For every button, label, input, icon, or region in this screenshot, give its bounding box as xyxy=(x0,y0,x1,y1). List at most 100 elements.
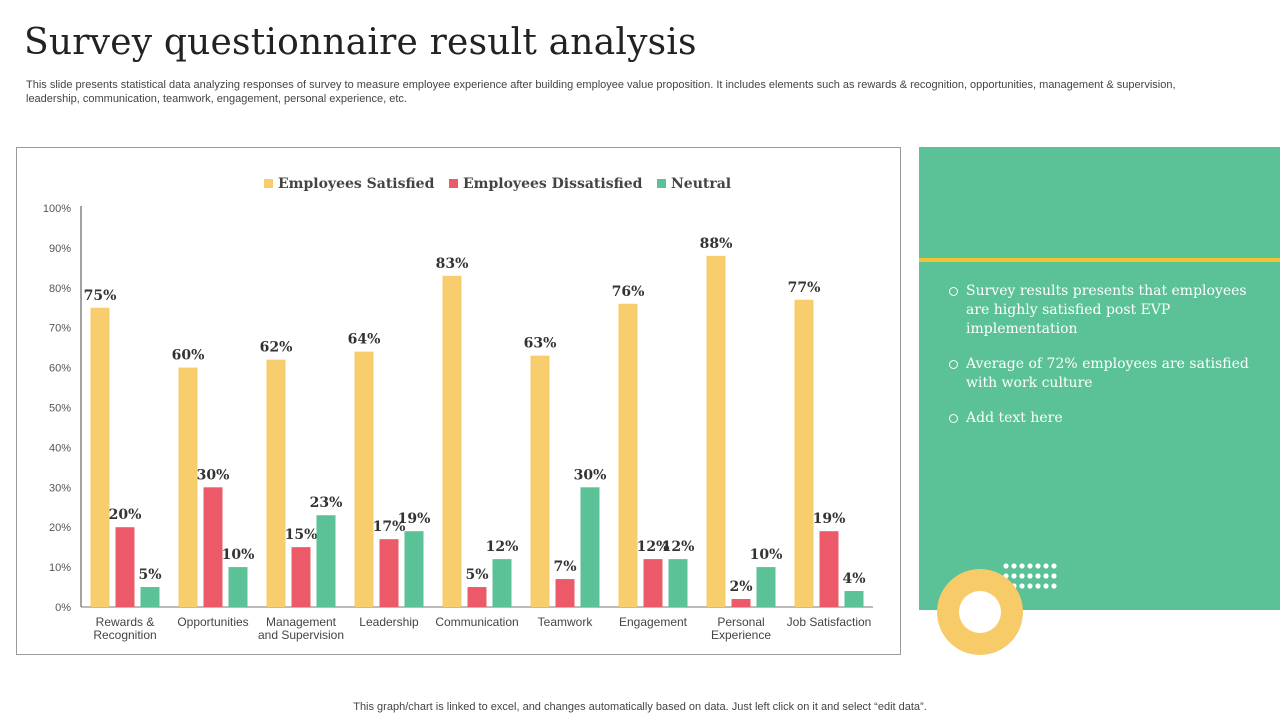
bar xyxy=(467,587,487,607)
x-tick-label: Engagement xyxy=(619,615,688,629)
bar xyxy=(316,515,336,607)
data-label: 12% xyxy=(637,539,670,555)
summary-panel: Survey results presents that employees a… xyxy=(919,147,1280,610)
bar xyxy=(819,531,839,607)
data-label: 20% xyxy=(109,507,142,523)
panel-accent-line xyxy=(919,258,1280,262)
bar xyxy=(580,487,600,607)
data-label: 63% xyxy=(524,336,557,352)
data-label: 2% xyxy=(729,579,752,595)
data-label: 17% xyxy=(373,519,406,535)
y-tick-label: 50% xyxy=(49,403,71,415)
summary-bullet-text: Average of 72% employees are satisfied w… xyxy=(966,356,1249,391)
bar xyxy=(844,591,864,607)
bullet-circle-icon xyxy=(949,360,958,369)
data-label: 23% xyxy=(310,495,343,511)
y-tick-label: 10% xyxy=(49,562,71,574)
x-tick-label: Management xyxy=(266,615,337,629)
bullet-circle-icon xyxy=(949,414,958,423)
legend-label: Neutral xyxy=(671,176,731,192)
data-label: 10% xyxy=(222,547,255,563)
y-tick-label: 90% xyxy=(49,243,71,255)
x-tick-label: Opportunities xyxy=(177,615,248,629)
data-label: 5% xyxy=(465,567,488,583)
survey-bar-chart[interactable]: Employees Satisfied Employees Dissatisfie… xyxy=(16,147,901,655)
summary-bullet: Average of 72% employees are satisfied w… xyxy=(949,355,1269,393)
data-label: 64% xyxy=(348,332,381,348)
data-label: 77% xyxy=(788,280,821,296)
legend-label: Employees Satisfied xyxy=(278,176,435,192)
bar xyxy=(530,355,550,607)
bar xyxy=(555,579,575,607)
data-label: 30% xyxy=(574,467,607,483)
bullet-circle-icon xyxy=(949,287,958,296)
x-tick-label: Teamwork xyxy=(538,615,594,629)
summary-bullet: Survey results presents that employees a… xyxy=(949,282,1269,339)
x-tick-label: Job Satisfaction xyxy=(787,615,872,629)
data-label: 88% xyxy=(700,236,733,252)
bar xyxy=(178,367,198,607)
data-label: 5% xyxy=(138,567,161,583)
bar xyxy=(203,487,223,607)
y-tick-label: 70% xyxy=(49,323,71,335)
x-tick-label: Experience xyxy=(711,628,771,642)
data-label: 7% xyxy=(553,559,576,575)
data-label: 30% xyxy=(197,467,230,483)
x-tick-label: Leadership xyxy=(359,615,419,629)
y-tick-label: 40% xyxy=(49,442,71,454)
bar xyxy=(404,531,424,607)
y-tick-label: 100% xyxy=(43,203,71,215)
bar xyxy=(618,303,638,607)
summary-bullet-list: Survey results presents that employees a… xyxy=(949,282,1269,444)
data-label: 60% xyxy=(172,348,205,364)
bar xyxy=(140,587,160,607)
data-label: 75% xyxy=(84,288,117,304)
data-label: 62% xyxy=(260,340,293,356)
bar xyxy=(115,527,135,607)
data-label: 10% xyxy=(750,547,783,563)
bar xyxy=(668,559,688,607)
decorative-ring-hole xyxy=(959,591,1001,633)
y-tick-label: 30% xyxy=(49,482,71,494)
data-label: 76% xyxy=(612,284,645,300)
bar xyxy=(731,599,751,607)
y-tick-label: 80% xyxy=(49,283,71,295)
bar xyxy=(756,567,776,607)
x-tick-label: Recognition xyxy=(93,628,156,642)
data-label: 15% xyxy=(285,527,318,543)
data-label: 4% xyxy=(842,571,865,587)
chart-canvas: Employees Satisfied Employees Dissatisfie… xyxy=(43,176,873,642)
bar xyxy=(442,275,462,607)
summary-bullet: Add text here xyxy=(949,409,1269,428)
x-tick-label: Personal xyxy=(717,615,764,629)
x-tick-label: and Supervision xyxy=(258,628,344,642)
legend-swatch xyxy=(657,179,666,188)
bar xyxy=(291,547,311,607)
legend-swatch xyxy=(449,179,458,188)
data-label: 12% xyxy=(486,539,519,555)
footer-note: This graph/chart is linked to excel, and… xyxy=(353,701,927,713)
y-tick-label: 0% xyxy=(55,602,71,614)
x-tick-label: Rewards & xyxy=(96,615,155,629)
y-tick-label: 20% xyxy=(49,522,71,534)
bar xyxy=(794,299,814,607)
legend-label: Employees Dissatisfied xyxy=(463,176,643,192)
data-label: 19% xyxy=(398,511,431,527)
bar xyxy=(492,559,512,607)
bar xyxy=(228,567,248,607)
summary-bullet-text: Add text here xyxy=(966,410,1063,426)
summary-bullet-text: Survey results presents that employees a… xyxy=(966,283,1247,337)
decorative-ring-icon xyxy=(937,569,1023,655)
legend-swatch xyxy=(264,179,273,188)
bar xyxy=(354,351,374,607)
bar xyxy=(643,559,663,607)
page-title: Survey questionnaire result analysis xyxy=(24,22,697,63)
bar xyxy=(90,307,110,607)
bar xyxy=(266,359,286,607)
data-label: 12% xyxy=(662,539,695,555)
bar xyxy=(379,539,399,607)
data-label: 19% xyxy=(813,511,846,527)
decorative-dot-grid-icon xyxy=(1003,563,1057,589)
x-tick-label: Communication xyxy=(435,615,518,629)
y-tick-label: 60% xyxy=(49,363,71,375)
